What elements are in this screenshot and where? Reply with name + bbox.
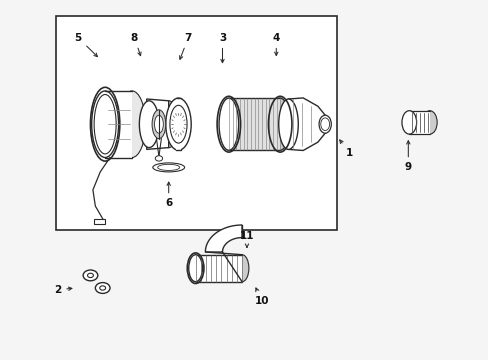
Bar (56, 16, 337, 230)
Polygon shape (146, 99, 168, 149)
Ellipse shape (155, 156, 162, 161)
Text: 7: 7 (179, 33, 192, 59)
Text: 10: 10 (254, 288, 268, 306)
Ellipse shape (92, 91, 118, 158)
Polygon shape (205, 225, 242, 252)
Ellipse shape (154, 115, 163, 133)
Ellipse shape (152, 110, 165, 139)
Text: 9: 9 (404, 141, 411, 172)
Ellipse shape (139, 101, 159, 148)
Ellipse shape (270, 98, 289, 150)
Text: 8: 8 (131, 33, 141, 56)
Ellipse shape (188, 255, 202, 282)
Polygon shape (408, 111, 429, 134)
Ellipse shape (83, 270, 98, 281)
Ellipse shape (157, 164, 179, 171)
Ellipse shape (320, 118, 329, 131)
Ellipse shape (119, 91, 145, 158)
Ellipse shape (422, 111, 436, 134)
Ellipse shape (87, 273, 93, 278)
Polygon shape (175, 98, 181, 150)
Ellipse shape (318, 115, 331, 133)
Ellipse shape (235, 255, 248, 282)
Text: 4: 4 (272, 33, 280, 55)
Text: 6: 6 (165, 182, 172, 208)
Polygon shape (288, 98, 325, 150)
Ellipse shape (401, 111, 416, 134)
Ellipse shape (170, 105, 187, 143)
Polygon shape (228, 98, 280, 150)
Ellipse shape (165, 98, 191, 150)
Text: 11: 11 (239, 231, 254, 247)
Ellipse shape (100, 286, 105, 290)
Ellipse shape (278, 99, 298, 149)
Text: 1: 1 (339, 140, 352, 158)
Ellipse shape (152, 163, 184, 172)
Polygon shape (105, 91, 132, 158)
Polygon shape (195, 255, 242, 282)
Ellipse shape (159, 101, 178, 148)
Bar (94, 219, 105, 224)
Text: 3: 3 (219, 33, 225, 63)
Text: 5: 5 (75, 33, 97, 57)
Ellipse shape (95, 283, 110, 293)
Text: 2: 2 (54, 285, 72, 295)
Ellipse shape (219, 98, 238, 150)
